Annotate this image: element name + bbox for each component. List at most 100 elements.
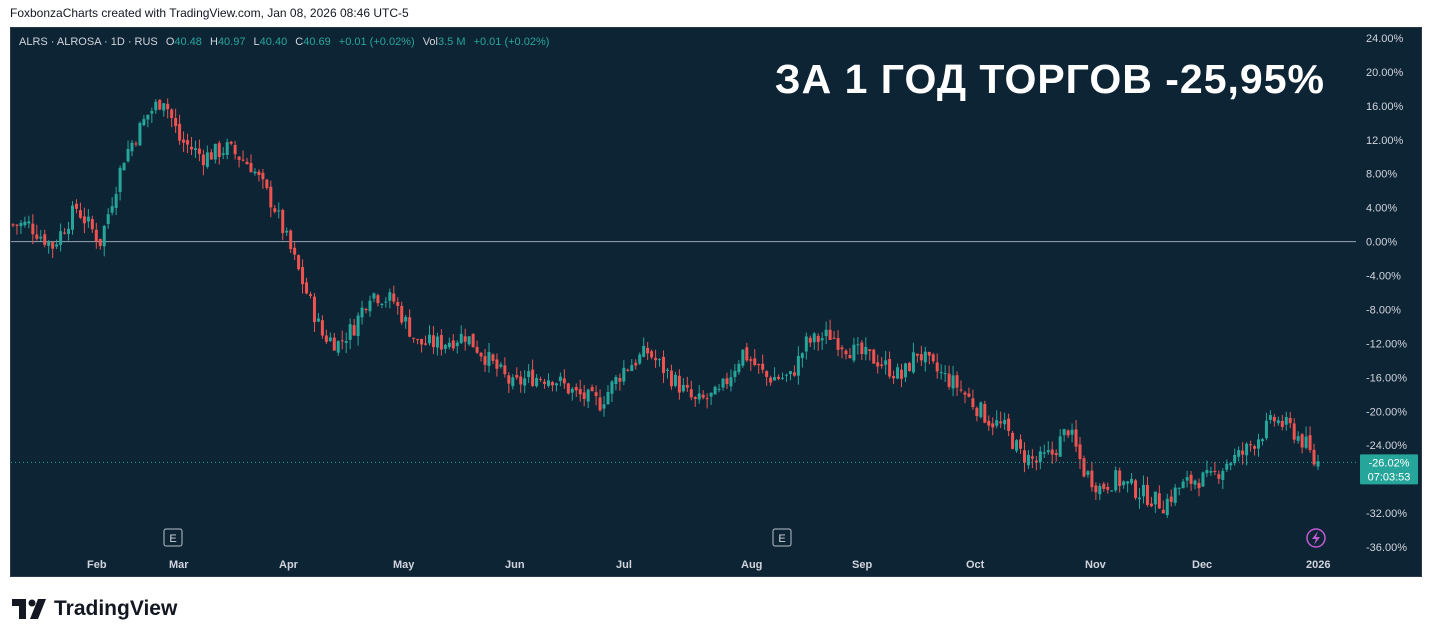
candle-body <box>1022 450 1026 463</box>
candle-body <box>424 343 428 345</box>
candle-body <box>336 341 340 353</box>
candle-body <box>1046 450 1050 453</box>
candle-body <box>412 337 416 339</box>
y-tick-label: 8.00% <box>1366 169 1397 181</box>
candle-body <box>1185 477 1189 481</box>
candle-body <box>606 392 610 405</box>
y-tick-label: 16.00% <box>1366 101 1404 113</box>
candle-body <box>19 222 23 227</box>
candle-body <box>820 338 824 341</box>
candle-body <box>1193 480 1197 485</box>
candle-body <box>158 99 162 110</box>
candle-body <box>479 352 483 357</box>
candle-body <box>189 146 193 150</box>
candle-body <box>94 229 98 242</box>
candle-body <box>237 156 241 160</box>
candle-body <box>991 423 995 428</box>
candle-body <box>900 369 904 379</box>
candle-body <box>896 367 900 379</box>
candle-body <box>519 376 523 385</box>
candle-body <box>1074 429 1078 447</box>
candle-body <box>1086 471 1090 475</box>
candle-body <box>570 388 574 393</box>
candle-body <box>868 349 872 352</box>
candlestick-chart[interactable]: 24.00% 20.00% 16.00% 12.00% 8.00% 4.00% 0.00% -… <box>11 28 1422 577</box>
candle-body <box>705 398 709 400</box>
candle-body <box>134 143 138 145</box>
candle-body <box>416 339 420 341</box>
candle-body <box>824 329 828 337</box>
candle-body <box>618 377 622 382</box>
candle-body <box>320 320 324 336</box>
candle-body <box>1308 435 1312 451</box>
candle-body <box>316 318 320 322</box>
candle-body <box>324 335 328 342</box>
candle-body <box>907 362 911 372</box>
candle-body <box>566 383 570 394</box>
candle-body <box>1050 449 1054 455</box>
candle-body <box>225 142 229 155</box>
candle-body <box>59 231 63 245</box>
candle-body <box>967 393 971 397</box>
candle-body <box>800 353 804 359</box>
candle-body <box>376 295 380 304</box>
candle-body <box>1090 470 1094 488</box>
candle-body <box>626 369 630 371</box>
candle-body <box>281 209 285 234</box>
candle-body <box>1026 454 1030 466</box>
candle-body <box>308 294 312 296</box>
chart-panel[interactable]: 24.00% 20.00% 16.00% 12.00% 8.00% 4.00% 0.00% -… <box>10 27 1422 577</box>
candle-body <box>527 371 531 378</box>
candle-body <box>439 335 443 350</box>
x-tick-label: May <box>393 559 415 571</box>
candle-body <box>1038 451 1042 462</box>
tradingview-logo-icon <box>12 599 46 619</box>
candle-body <box>1042 452 1046 454</box>
candle-body <box>1177 487 1181 489</box>
candle-body <box>51 242 55 249</box>
candle-body <box>642 345 646 357</box>
candle-body <box>665 369 669 371</box>
candle-body <box>11 224 15 226</box>
y-tick-label: -12.00% <box>1366 338 1407 350</box>
candle-body <box>285 230 289 233</box>
candle-body <box>765 371 769 377</box>
candle-body <box>792 372 796 376</box>
x-tick-label: Oct <box>966 559 985 571</box>
candle-body <box>209 152 213 160</box>
candle-body <box>935 362 939 372</box>
candle-body <box>562 378 566 384</box>
candle-body <box>578 389 582 395</box>
candle-body <box>150 111 154 114</box>
legend-symbol[interactable]: ALRS · ALROSA · 1D · RUS <box>19 36 158 48</box>
candle-body <box>745 347 749 361</box>
tradingview-logo[interactable]: TradingView <box>12 597 177 621</box>
candle-body <box>1197 482 1201 489</box>
candle-body <box>1007 418 1011 431</box>
candle-body <box>943 373 947 375</box>
candle-body <box>67 228 71 234</box>
candle-body <box>1169 496 1173 502</box>
ohlc-legend: ALRS · ALROSA · 1D · RUS O40.48 H40.97 L… <box>19 36 549 48</box>
lightning-icon <box>1306 528 1326 548</box>
candle-body <box>70 205 74 230</box>
candle-body <box>178 123 182 141</box>
candle-body <box>344 341 348 343</box>
earnings-marker-label: E <box>778 533 785 545</box>
candle-body <box>574 387 578 391</box>
x-tick-label: Jul <box>616 559 632 571</box>
legend-open-value: 40.48 <box>174 36 202 48</box>
candle-body <box>947 373 951 387</box>
candle-body <box>1249 444 1253 446</box>
chart-caption: FoxbonzaCharts created with TradingView.… <box>10 6 409 20</box>
candle-body <box>931 354 935 362</box>
candle-body <box>594 392 598 397</box>
candle-body <box>1122 481 1126 486</box>
price-badge-countdown: 07:03:53 <box>1368 471 1411 483</box>
candle-body <box>186 140 190 145</box>
x-tick-label: Aug <box>741 559 762 571</box>
candle-body <box>796 355 800 376</box>
candle-body <box>725 378 729 385</box>
candle-body <box>467 336 471 345</box>
candle-body <box>1110 490 1114 492</box>
